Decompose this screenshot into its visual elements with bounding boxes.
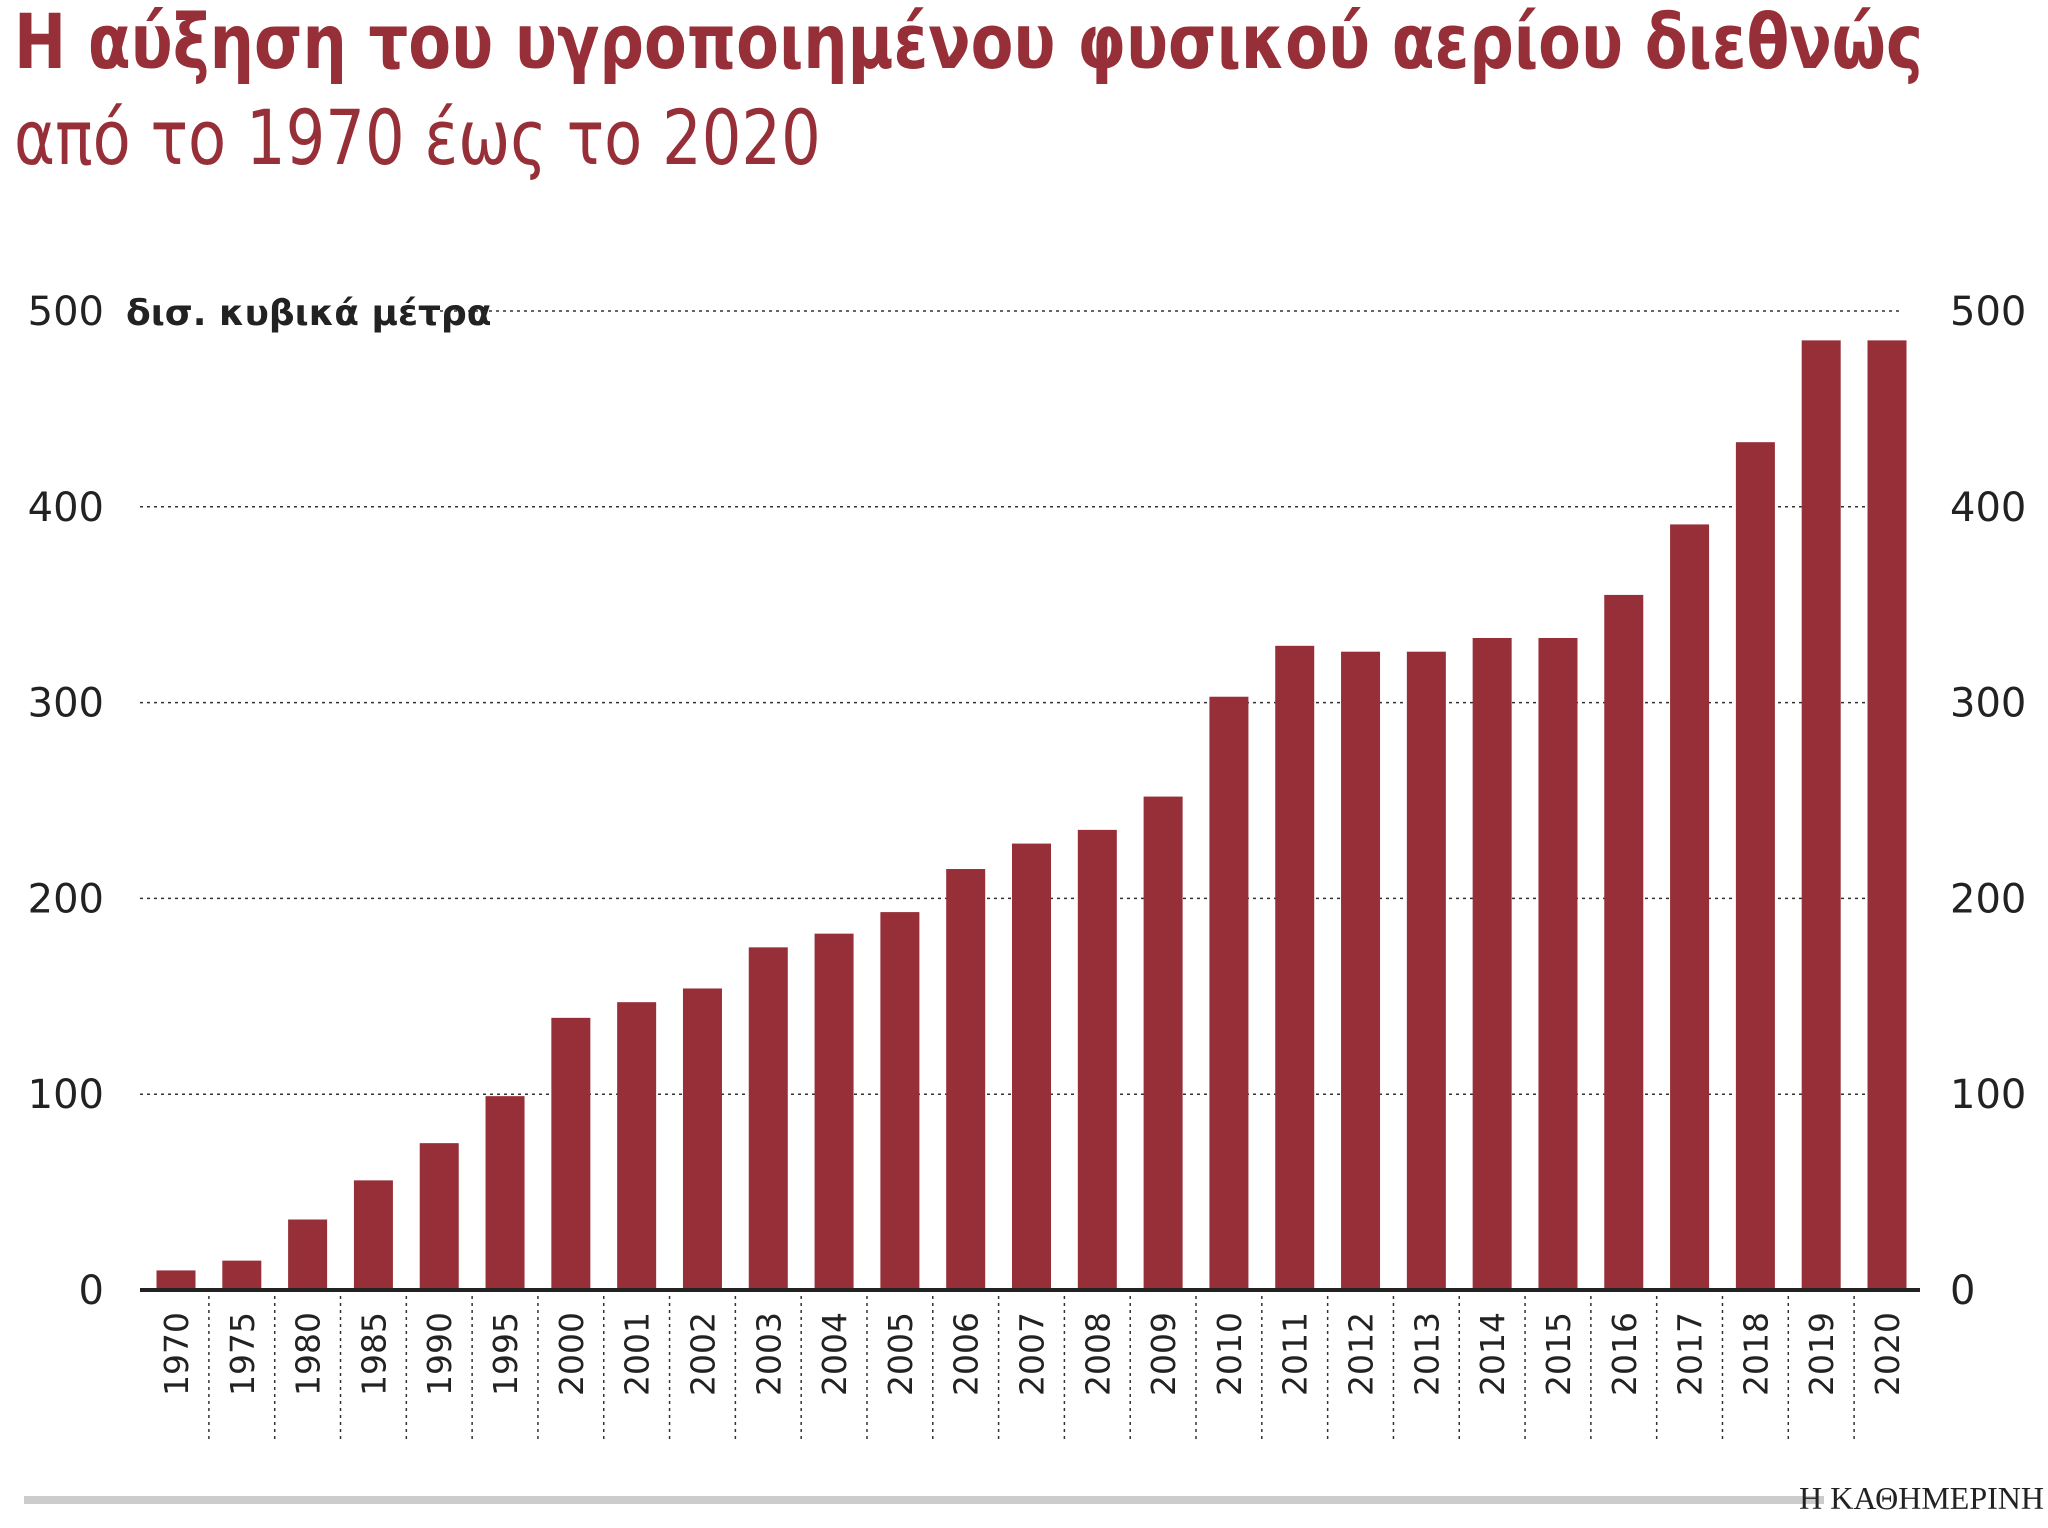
y-tick-right: 200 [1950, 876, 2026, 922]
bar-2003 [748, 947, 788, 1290]
x-tick-label: 2000 [552, 1312, 591, 1396]
bar-2017 [1670, 524, 1710, 1290]
x-tick-label: 2006 [947, 1312, 986, 1396]
x-tick-label: 1995 [486, 1312, 525, 1396]
bar-2008 [1077, 829, 1117, 1290]
bar-2018 [1735, 442, 1775, 1290]
x-tick-label: 2019 [1802, 1312, 1841, 1396]
bar-2019 [1801, 340, 1841, 1290]
x-tick-label: 1985 [354, 1312, 393, 1396]
x-tick-label: 2013 [1407, 1312, 1446, 1396]
x-tick-label: 2009 [1144, 1312, 1183, 1396]
publisher-logo: Η ΚΑΘΗΜΕΡΙΝΗ [1799, 1480, 2044, 1516]
bar-2002 [682, 988, 722, 1290]
title-line: Η αύξηση του υγροποιημένου φυσικού αερίο… [14, 0, 1923, 86]
y-tick-right: 500 [1950, 289, 2026, 335]
bar-1980 [288, 1219, 328, 1290]
bar-2009 [1143, 796, 1183, 1290]
bar-2004 [814, 933, 854, 1290]
bar-2001 [617, 1002, 657, 1290]
y-tick-left: 0 [79, 1268, 104, 1314]
x-tick-label: 1980 [289, 1312, 328, 1396]
x-tick-label: 1990 [420, 1312, 459, 1396]
bar-1975 [222, 1260, 262, 1290]
y-tick-left: 300 [28, 681, 104, 727]
y-tick-left: 200 [28, 876, 104, 922]
bar-2014 [1472, 637, 1512, 1290]
x-tick-label: 2011 [1276, 1312, 1315, 1396]
y-tick-right: 100 [1950, 1072, 2026, 1118]
x-tick-label: 2018 [1736, 1312, 1775, 1396]
x-tick-label: 2002 [683, 1312, 722, 1396]
y-tick-left: 100 [28, 1072, 104, 1118]
bar-2012 [1341, 651, 1381, 1290]
bar-1995 [485, 1096, 525, 1290]
y-tick-right: 300 [1950, 681, 2026, 727]
x-tick-label: 2003 [749, 1312, 788, 1396]
chart-title: Η αύξηση του υγροποιημένου φυσικού αερίο… [14, 0, 1923, 186]
bar-2010 [1209, 696, 1249, 1290]
bar-2006 [946, 869, 986, 1290]
x-tick-label: 2012 [1342, 1312, 1381, 1396]
x-tick-label: 2007 [1013, 1312, 1052, 1396]
footer-rule [24, 1496, 1824, 1504]
subtitle: από το 1970 έως το 2020 [14, 93, 821, 182]
x-tick-label: 2020 [1868, 1312, 1907, 1396]
bar-1990 [419, 1143, 459, 1290]
y-tick-left: 500 [28, 289, 104, 335]
bar-2005 [880, 912, 920, 1290]
y-tick-right: 400 [1950, 485, 2026, 531]
bar-2000 [551, 1017, 591, 1290]
x-tick-label: 1970 [157, 1312, 196, 1396]
y-tick-left: 400 [28, 485, 104, 531]
y-axis-unit: δισ. κυβικά μέτρα [126, 293, 492, 334]
bar-2013 [1406, 651, 1446, 1290]
y-tick-right: 0 [1950, 1268, 1975, 1314]
x-tick-label: 2005 [881, 1312, 920, 1396]
bar-2015 [1538, 637, 1578, 1290]
bar-1985 [353, 1180, 393, 1290]
x-tick-label: 2015 [1539, 1312, 1578, 1396]
x-tick-label: 2004 [815, 1312, 854, 1396]
x-tick-label: 1975 [223, 1312, 262, 1396]
bar-2007 [1012, 843, 1051, 1290]
x-tick-label: 2001 [618, 1312, 657, 1396]
x-tick-label: 2016 [1605, 1312, 1644, 1396]
x-tick-label: 2008 [1078, 1312, 1117, 1396]
x-tick-label: 2010 [1210, 1312, 1249, 1396]
x-tick-label: 2017 [1671, 1312, 1710, 1396]
bar-1970 [156, 1270, 196, 1290]
bar-2016 [1604, 594, 1644, 1290]
bar-2020 [1867, 340, 1907, 1290]
x-tick-label: 2014 [1473, 1312, 1512, 1396]
bar-2011 [1275, 645, 1315, 1290]
